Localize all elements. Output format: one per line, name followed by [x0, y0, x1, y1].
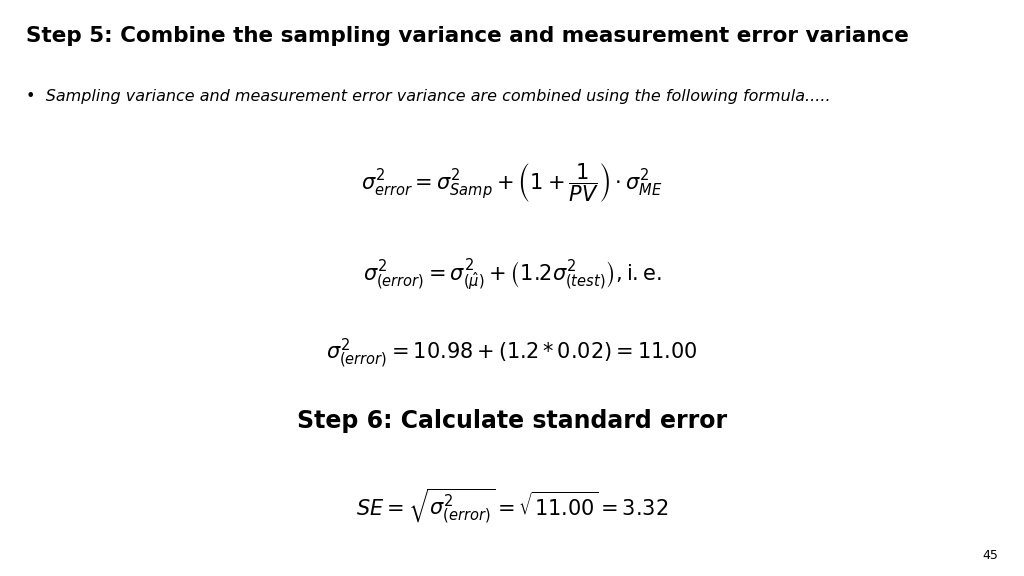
Text: $\sigma^2_{(error)} = \sigma^2_{(\hat{\mu})} + \left(1.2\sigma^2_{(test)}\right): $\sigma^2_{(error)} = \sigma^2_{(\hat{\m…	[362, 256, 662, 293]
Text: Step 5: Combine the sampling variance and measurement error variance: Step 5: Combine the sampling variance an…	[26, 26, 908, 46]
Text: 45: 45	[982, 548, 998, 562]
Text: •  Sampling variance and measurement error variance are combined using the follo: • Sampling variance and measurement erro…	[26, 89, 830, 104]
Text: $\sigma^2_{(error)} = 10.98 + (1.2 * 0.02) = 11.00$: $\sigma^2_{(error)} = 10.98 + (1.2 * 0.0…	[327, 337, 697, 371]
Text: $SE = \sqrt{\sigma^2_{(error)}} = \sqrt{11.00} = 3.32$: $SE = \sqrt{\sigma^2_{(error)}} = \sqrt{…	[356, 487, 668, 526]
Text: $\sigma^2_{error} = \sigma^2_{Samp} + \left(1 + \dfrac{1}{PV}\right) \cdot \sigm: $\sigma^2_{error} = \sigma^2_{Samp} + \l…	[361, 161, 663, 204]
Text: Step 6: Calculate standard error: Step 6: Calculate standard error	[297, 409, 727, 433]
